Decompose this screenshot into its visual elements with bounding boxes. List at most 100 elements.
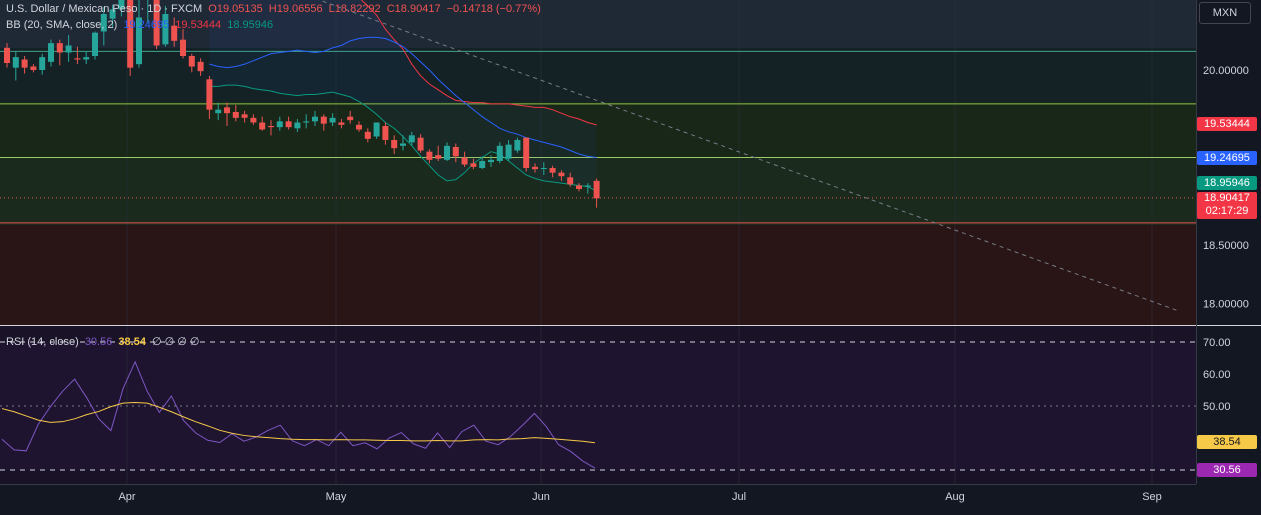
candle-body-5	[48, 43, 54, 62]
time-tick-apr: Apr	[118, 491, 135, 503]
rsi-ma-line	[1, 401, 595, 444]
candle-body-59	[523, 137, 530, 168]
bb-upper-line	[360, 0, 597, 126]
symbol-title: U.S. Dollar / Mexican Peso · 1D · FXCM	[6, 3, 203, 15]
candle-body-1	[12, 57, 19, 68]
candle-body-4	[39, 57, 46, 70]
candle-body-35	[312, 116, 318, 122]
candle-body-32	[285, 121, 292, 128]
candle-body-64	[567, 177, 574, 185]
candle-body-53	[470, 163, 477, 167]
change-value: −0.14718 (−0.77%)	[446, 3, 541, 15]
candle-body-31	[276, 121, 283, 128]
rsi-band	[0, 342, 1196, 470]
candle-body-60	[532, 166, 538, 170]
candle-body-19	[171, 25, 178, 41]
candle-body-24	[215, 109, 222, 114]
candle-body-6	[56, 43, 63, 53]
symbol-legend: U.S. Dollar / Mexican Peso · 1D · FXCM O…	[6, 3, 544, 15]
candle-body-58	[514, 140, 521, 151]
horizontal-levels	[0, 50, 1196, 471]
currency-button[interactable]: MXN	[1199, 2, 1251, 24]
time-tick-aug: Aug	[945, 491, 965, 503]
candle-body-48	[426, 151, 433, 160]
rsi-tick-2: 50.00	[1203, 401, 1231, 413]
candle-body-66	[584, 185, 591, 187]
candle-body-11	[100, 14, 107, 32]
candle-body-17	[153, 0, 160, 46]
bb-basis-tag-text: 19.24695	[1204, 152, 1250, 164]
bb-upper-tag-text: 19.53444	[1204, 118, 1250, 130]
candle-body-3	[30, 66, 37, 70]
candle-body-62	[549, 168, 556, 173]
currency-label: MXN	[1212, 7, 1238, 19]
zone-middle	[0, 102, 1196, 157]
candle-body-36	[320, 116, 327, 124]
price-tick-1: 18.50000	[1203, 240, 1249, 252]
rsi-ma-tag: 38.54	[1197, 435, 1257, 449]
candle-body-37	[329, 117, 336, 123]
bb-label: BB (20, SMA, close, 2)	[6, 19, 118, 31]
bb-lower-tag: 18.95946	[1197, 176, 1257, 190]
candle-body-12	[109, 9, 116, 19]
bb-basis-tag: 19.24695	[1197, 151, 1257, 165]
candle-body-57	[505, 144, 512, 159]
candle-body-2	[21, 59, 28, 68]
candle-body-14	[127, 0, 134, 68]
candle-body-7	[65, 45, 72, 53]
candle-body-15	[136, 17, 142, 65]
candle-body-52	[461, 157, 468, 165]
candle-body-45	[400, 143, 406, 146]
price-zones	[0, 0, 1196, 470]
candles	[4, 0, 600, 208]
candle-body-41	[364, 131, 371, 139]
high-value: H19.06556	[268, 3, 323, 15]
candle-body-22	[197, 61, 204, 72]
axis-labels: 20.00000 18.50000 18.00000 70.00 60.00 50.00 A…	[118, 65, 1248, 503]
zone-upper	[0, 48, 1196, 102]
bar-countdown: 02:17:29	[1205, 205, 1249, 217]
candle-body-65	[576, 185, 582, 189]
candle-body-61	[540, 168, 547, 169]
time-tick-sep: Sep	[1142, 491, 1162, 503]
candle-body-18	[162, 14, 169, 45]
zone-top	[0, 0, 1196, 48]
candle-body-49	[435, 155, 442, 159]
rsi-ma-value: 38.54	[118, 336, 146, 348]
price-tick-2: 18.00000	[1203, 298, 1249, 310]
close-value: C18.90417	[386, 3, 441, 15]
last-price-text: 18.90417	[1204, 192, 1250, 204]
candle-body-56	[496, 145, 503, 161]
rsi-value: 30.56	[84, 336, 113, 348]
candle-body-9	[83, 57, 90, 60]
bb-lower-tag-text: 18.95946	[1204, 177, 1250, 189]
rsi-legend[interactable]: RSI (14, close) 30.56 38.54 ∅ ∅ ∅ ∅	[6, 335, 203, 348]
dashed-trendline	[317, 0, 1181, 312]
rsi-tag-text: 30.56	[1213, 464, 1241, 476]
candle-body-10	[92, 32, 98, 56]
candle-body-42	[373, 122, 380, 137]
bb-lower-value: 18.95946	[227, 19, 274, 31]
rsi-label: RSI (14, close)	[6, 336, 79, 348]
bb-basis-line	[209, 36, 597, 158]
rsi-extra-values: ∅ ∅ ∅ ∅	[152, 336, 200, 348]
rsi-line	[1, 360, 596, 469]
rsi-tick-1: 60.00	[1203, 369, 1231, 381]
time-tick-may: May	[326, 491, 347, 503]
candle-body-40	[356, 124, 362, 130]
candle-body-30	[268, 126, 274, 128]
rsi-tick-0: 70.00	[1203, 337, 1231, 349]
candle-body-20	[180, 39, 186, 56]
last-price-tag: 18.90417 02:17:29	[1197, 192, 1257, 219]
candle-body-25	[224, 107, 230, 114]
candle-body-63	[558, 172, 565, 177]
candle-body-21	[188, 56, 195, 67]
candle-body-51	[452, 147, 459, 157]
bb-upper-tag: 19.53444	[1197, 117, 1257, 131]
bb-legend[interactable]: BB (20, SMA, close, 2) 19.24695 19.53444…	[6, 19, 276, 31]
candle-body-33	[294, 122, 301, 129]
candle-body-26	[232, 112, 239, 118]
candle-body-28	[250, 117, 257, 123]
candle-body-46	[408, 135, 415, 143]
